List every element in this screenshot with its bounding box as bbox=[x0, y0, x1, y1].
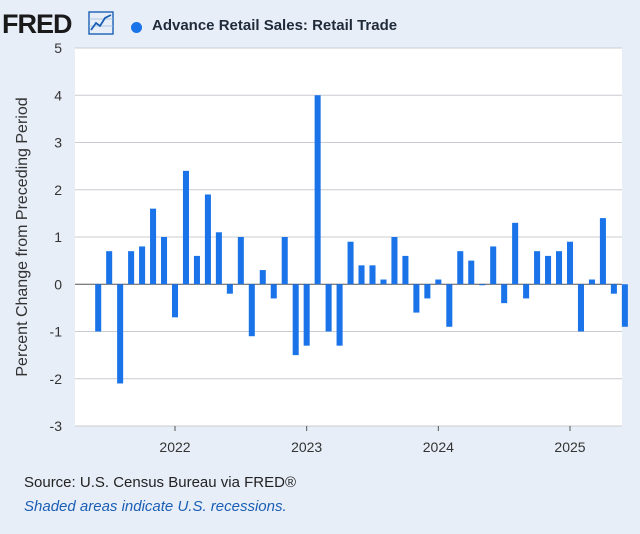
bar bbox=[556, 251, 563, 285]
bar bbox=[139, 246, 146, 285]
bar bbox=[545, 255, 552, 285]
y-tick-label: 0 bbox=[54, 276, 62, 292]
chart-header: FRED Advance Retail Sales: Retail Trade bbox=[0, 6, 640, 40]
bar bbox=[270, 284, 277, 299]
y-tick-label: 2 bbox=[54, 182, 62, 198]
plot-area: -3 -2 -1 0 1 2 3 4 5 Percent Change from Precedin… bbox=[0, 38, 640, 464]
bar bbox=[490, 246, 497, 285]
bar bbox=[512, 222, 519, 285]
bar bbox=[501, 284, 508, 304]
bar bbox=[566, 241, 574, 285]
bar bbox=[479, 284, 486, 286]
bar bbox=[391, 237, 398, 285]
bar bbox=[446, 284, 453, 327]
bar bbox=[204, 194, 211, 285]
x-tick-label: 2022 bbox=[159, 439, 190, 455]
bar bbox=[171, 284, 179, 318]
bar bbox=[314, 95, 321, 285]
bar bbox=[610, 284, 617, 294]
bar bbox=[303, 284, 310, 346]
bar bbox=[380, 279, 387, 285]
bar bbox=[182, 170, 189, 285]
bar bbox=[599, 218, 606, 285]
bar bbox=[226, 284, 233, 294]
bar bbox=[402, 255, 409, 285]
bar bbox=[150, 208, 157, 285]
bar bbox=[325, 284, 332, 332]
bar bbox=[336, 284, 343, 346]
bar bbox=[128, 251, 135, 285]
fred-logo[interactable]: FRED bbox=[2, 9, 72, 39]
bar bbox=[281, 237, 288, 285]
x-tick-label: 2023 bbox=[291, 439, 322, 455]
y-axis-label: Percent Change from Preceding Period bbox=[14, 97, 31, 376]
source-note: Source: U.S. Census Bureau via FRED® bbox=[24, 474, 296, 491]
bar bbox=[468, 260, 475, 285]
y-tick-label: -1 bbox=[50, 324, 63, 340]
bar bbox=[292, 284, 299, 356]
bar bbox=[358, 265, 365, 285]
y-tick-label: 4 bbox=[54, 87, 62, 103]
legend-series-dot bbox=[131, 22, 142, 33]
recession-note[interactable]: Shaded areas indicate U.S. recessions. bbox=[24, 498, 287, 515]
bar bbox=[237, 237, 244, 285]
bar bbox=[621, 284, 628, 327]
bar bbox=[435, 279, 442, 285]
bar bbox=[369, 265, 376, 285]
chart-line-icon bbox=[88, 11, 114, 35]
bar bbox=[95, 284, 102, 332]
bar bbox=[248, 284, 255, 337]
x-tick-label: 2025 bbox=[554, 439, 585, 455]
bar-chart[interactable]: -3 -2 -1 0 1 2 3 4 5 Percent Change from Precedin… bbox=[0, 38, 640, 464]
bar bbox=[161, 237, 168, 285]
bar bbox=[193, 255, 200, 285]
bar bbox=[534, 251, 541, 285]
bar bbox=[457, 251, 464, 285]
bar bbox=[523, 284, 530, 299]
bar bbox=[413, 284, 420, 313]
bar bbox=[117, 284, 124, 384]
chart-title: Advance Retail Sales: Retail Trade bbox=[152, 17, 398, 34]
y-tick-label: -3 bbox=[50, 418, 63, 434]
bar bbox=[106, 251, 113, 285]
bar bbox=[347, 241, 354, 285]
bar bbox=[577, 284, 584, 332]
y-tick-label: 1 bbox=[54, 229, 62, 245]
bar bbox=[588, 279, 595, 285]
bar bbox=[215, 232, 222, 285]
bar bbox=[259, 270, 266, 285]
y-tick-label: -2 bbox=[50, 371, 63, 387]
y-tick-label: 3 bbox=[54, 135, 62, 151]
y-tick-label: 5 bbox=[54, 40, 62, 56]
x-tick-label: 2024 bbox=[423, 439, 454, 455]
bar bbox=[424, 284, 431, 299]
